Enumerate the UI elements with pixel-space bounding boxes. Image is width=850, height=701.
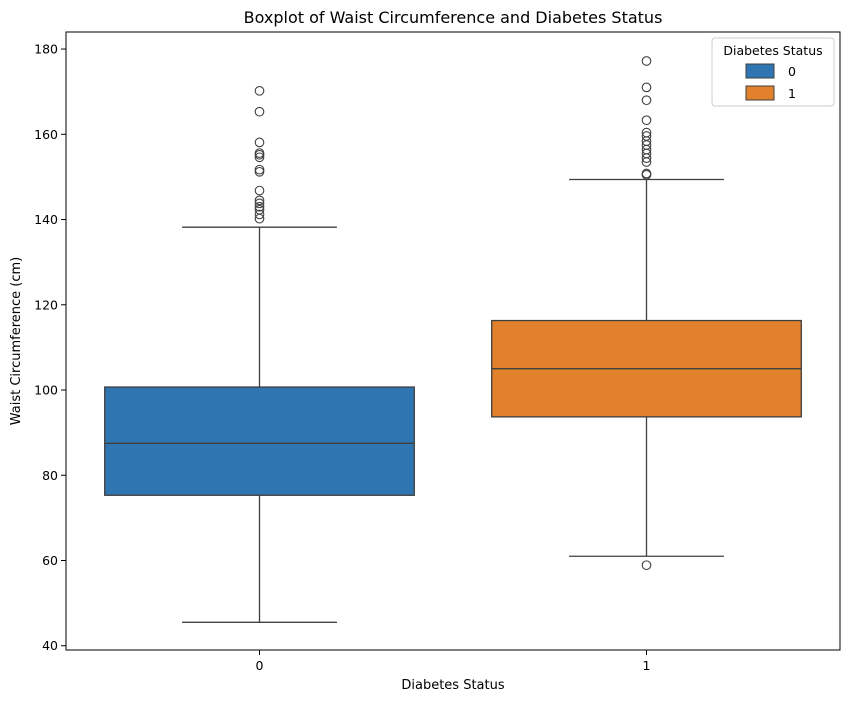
outlier-point bbox=[254, 164, 265, 175]
y-tick-label: 100 bbox=[34, 383, 58, 398]
outlier-point bbox=[254, 106, 265, 117]
y-tick-label: 60 bbox=[42, 553, 58, 568]
y-tick-label: 40 bbox=[42, 638, 58, 653]
y-tick-label: 140 bbox=[34, 212, 58, 227]
outlier-point bbox=[254, 201, 265, 212]
outlier-point bbox=[641, 168, 652, 179]
y-tick-label: 120 bbox=[34, 297, 58, 312]
outlier-point bbox=[254, 152, 265, 163]
legend-swatch-1 bbox=[745, 85, 775, 101]
legend-title: Diabetes Status bbox=[723, 43, 822, 58]
outlier-point bbox=[254, 85, 265, 96]
outlier-point bbox=[641, 82, 652, 93]
y-tick-label: 160 bbox=[34, 127, 58, 142]
y-axis-label: Waist Circumference (cm) bbox=[9, 257, 24, 426]
outlier-point bbox=[254, 148, 265, 158]
outlier-point bbox=[641, 560, 652, 571]
legend: Diabetes Status 0 1 bbox=[711, 37, 835, 107]
plot-area: 40 60 80 100 120 140 160 180 0 1 bbox=[34, 31, 841, 673]
outlier-point bbox=[641, 131, 652, 141]
outlier-point bbox=[641, 95, 652, 106]
outlier-point bbox=[254, 137, 265, 148]
outlier-point bbox=[641, 127, 652, 138]
legend-label-0: 0 bbox=[788, 64, 796, 79]
outlier-point bbox=[254, 198, 265, 209]
outlier-point bbox=[254, 166, 265, 177]
legend-label-1: 1 bbox=[788, 86, 796, 101]
legend-swatch-0 bbox=[745, 63, 775, 79]
y-tick-label: 80 bbox=[42, 468, 58, 483]
y-tick-label: 180 bbox=[34, 42, 58, 57]
outlier-point bbox=[254, 185, 265, 196]
box-0 bbox=[104, 386, 415, 496]
plot-frame bbox=[65, 31, 841, 651]
outlier-point bbox=[254, 209, 265, 220]
x-tick-label: 0 bbox=[256, 658, 264, 673]
outlier-point bbox=[254, 195, 265, 206]
x-axis-label: Diabetes Status bbox=[401, 678, 504, 693]
chart-title: Boxplot of Waist Circumference and Diabe… bbox=[244, 8, 663, 27]
x-tick-label: 1 bbox=[643, 658, 651, 673]
outlier-point bbox=[641, 56, 652, 66]
outlier-point bbox=[254, 204, 265, 215]
outlier-point bbox=[641, 115, 652, 126]
